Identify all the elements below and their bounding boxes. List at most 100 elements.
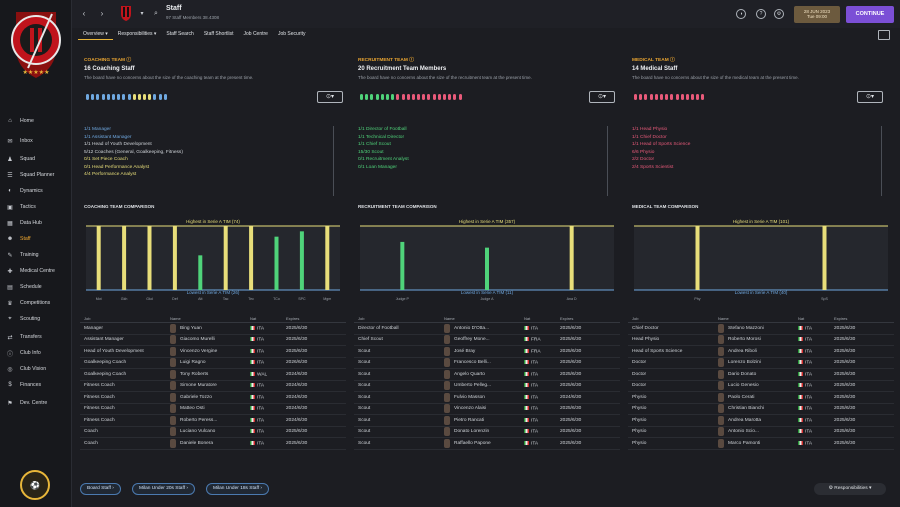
- bar-phy[interactable]: [695, 226, 700, 290]
- bar-tco[interactable]: [274, 236, 279, 290]
- role-line[interactable]: 0/1 Loan Manager: [358, 164, 397, 170]
- tab-responsibilities[interactable]: Responsibilities ▾: [117, 31, 157, 37]
- table-row[interactable]: Manager Bing Yuan ITA 2025/6/30: [80, 323, 346, 335]
- settings-icon[interactable]: ⚙: [774, 9, 784, 19]
- bar-judge-a[interactable]: [485, 247, 489, 290]
- role-line[interactable]: 15/30 Scout: [358, 149, 384, 155]
- table-row[interactable]: Head of Youth Development Vincenzo Vergi…: [80, 346, 346, 358]
- sidebar-item-training[interactable]: ✎ Training: [0, 248, 72, 262]
- staff-dot[interactable]: [639, 94, 643, 100]
- name-cell[interactable]: Dario Donato: [728, 371, 757, 377]
- u18-staff-button[interactable]: Milan Under 18s Staff ›: [206, 483, 269, 495]
- staff-dot[interactable]: [665, 94, 669, 100]
- name-cell[interactable]: Tony Roberts: [180, 371, 209, 377]
- staff-dot[interactable]: [111, 94, 115, 100]
- board-staff-button[interactable]: Board Staff ›: [80, 483, 121, 495]
- staff-dot[interactable]: [437, 94, 441, 100]
- table-row[interactable]: Head of Sports Science Andrea Riboli ITA…: [628, 346, 894, 358]
- col-nat[interactable]: Nat: [250, 315, 257, 321]
- name-cell[interactable]: Gabriele Tozzo: [180, 394, 212, 400]
- staff-dot[interactable]: [360, 94, 363, 100]
- info-icon[interactable]: ⓘ: [126, 58, 132, 63]
- role-line[interactable]: 2/4 Sports Scientist: [632, 164, 674, 170]
- sidebar-item-tactics[interactable]: ▣ Tactics: [0, 200, 72, 214]
- name-cell[interactable]: Geoffrey Mone...: [454, 337, 490, 343]
- staff-dot[interactable]: [96, 94, 100, 100]
- staff-dot[interactable]: [385, 94, 389, 100]
- continue-button[interactable]: CONTINUE: [846, 6, 894, 23]
- role-line[interactable]: 0/1 Set Piece Coach: [84, 157, 128, 162]
- name-cell[interactable]: Umberto Pelleg...: [454, 383, 492, 389]
- name-cell[interactable]: Christian Bianchi: [728, 406, 764, 412]
- sidebar-item-home[interactable]: ⌂ Home: [0, 114, 72, 128]
- staff-dot[interactable]: [143, 94, 147, 100]
- staff-dot[interactable]: [101, 94, 105, 100]
- table-row[interactable]: Director of Football Antonio D'Otta... I…: [354, 323, 620, 335]
- name-cell[interactable]: Daniele Bonera: [180, 440, 214, 446]
- staff-dot[interactable]: [691, 94, 695, 100]
- staff-dot[interactable]: [127, 94, 131, 100]
- staff-dot[interactable]: [106, 94, 110, 100]
- col-expires[interactable]: Expires: [286, 315, 300, 321]
- tab-staff-search[interactable]: Staff Search: [166, 31, 194, 37]
- role-line[interactable]: 4/4 Performance Analyst: [84, 172, 137, 177]
- staff-filter-dropdown[interactable]: ⊙▾: [857, 91, 883, 103]
- role-line[interactable]: 5/12 Coaches (General, Goalkeeping, Fitn…: [84, 149, 183, 155]
- name-cell[interactable]: Lorenzo Bolzini: [728, 360, 761, 366]
- tab-overview[interactable]: Overview ▾: [78, 28, 113, 40]
- name-cell[interactable]: Paolo Cerati: [728, 394, 755, 400]
- name-cell[interactable]: Francesco Belli...: [454, 360, 491, 366]
- role-line[interactable]: 6/6 Physio: [632, 149, 655, 155]
- name-cell[interactable]: Roberto Morosi: [728, 337, 761, 343]
- table-row[interactable]: Fitness Coach Simone Muratore ITA 2024/6…: [80, 381, 346, 392]
- col-expires[interactable]: Expires: [834, 315, 848, 321]
- col-nat[interactable]: Nat: [798, 315, 805, 321]
- name-cell[interactable]: Andrea Marotta: [728, 417, 762, 423]
- staff-dot[interactable]: [427, 94, 431, 100]
- table-row[interactable]: Physio Antonio Scio... ITA 2025/6/30: [628, 427, 894, 438]
- name-cell[interactable]: Simone Muratore: [180, 383, 217, 389]
- forward-button[interactable]: ›: [100, 9, 104, 18]
- staff-dot[interactable]: [644, 94, 648, 100]
- staff-dot[interactable]: [685, 94, 689, 100]
- staff-dot[interactable]: [649, 94, 653, 100]
- table-row[interactable]: Physio Andrea Marotta ITA 2025/6/30: [628, 415, 894, 427]
- staff-dot[interactable]: [432, 94, 436, 100]
- staff-dot[interactable]: [122, 94, 126, 100]
- staff-dot[interactable]: [453, 94, 457, 100]
- staff-dot[interactable]: [654, 94, 658, 100]
- sidebar-item-dynamics[interactable]: ◐ Dynamics: [0, 184, 72, 198]
- sidebar-item-finances[interactable]: $ Finances: [0, 378, 72, 392]
- staff-dot[interactable]: [659, 94, 663, 100]
- tab-job-centre[interactable]: Job Centre: [243, 31, 268, 37]
- message-icon[interactable]: [878, 30, 890, 40]
- table-row[interactable]: Scout Fulvio Masson ITA 2024/6/30: [354, 392, 620, 404]
- staff-filter-dropdown[interactable]: ⊙▾: [589, 91, 615, 103]
- table-row[interactable]: Scout Francesco Belli... ITA 2025/6/30: [354, 358, 620, 369]
- bar-mot[interactable]: [96, 226, 101, 290]
- staff-dot[interactable]: [370, 94, 374, 100]
- name-cell[interactable]: Andrea Riboli: [728, 348, 757, 354]
- table-row[interactable]: Physio Marco Pamonti ITA 2025/6/30: [628, 438, 894, 450]
- bar-def[interactable]: [172, 226, 177, 290]
- staff-dot[interactable]: [391, 94, 395, 100]
- staff-dot[interactable]: [375, 94, 379, 100]
- info-icon[interactable]: ?: [756, 9, 766, 19]
- staff-dot[interactable]: [380, 94, 384, 100]
- name-cell[interactable]: Luigi Ragno: [180, 360, 206, 366]
- name-cell[interactable]: Antonio Scio...: [728, 429, 759, 435]
- table-row[interactable]: Scout Donato Lorenzin ITA 2025/6/30: [354, 427, 620, 438]
- name-cell[interactable]: Angelo Quarto: [454, 371, 485, 377]
- bar-att[interactable]: [198, 255, 203, 290]
- col-job[interactable]: Job: [84, 315, 91, 321]
- bar-judge-p[interactable]: [400, 241, 405, 290]
- table-row[interactable]: Chief Scout Geoffrey Mone... FRA 2025/6/…: [354, 335, 620, 346]
- col-name[interactable]: Name: [170, 315, 181, 321]
- back-button[interactable]: ‹: [82, 9, 86, 18]
- staff-dot[interactable]: [91, 94, 95, 100]
- info-icon[interactable]: ⓘ: [409, 58, 414, 63]
- col-name[interactable]: Name: [444, 315, 455, 321]
- name-cell[interactable]: Matteo Osti: [180, 406, 205, 412]
- table-row[interactable]: Doctor Lucio Genesio ITA 2025/6/30: [628, 381, 894, 392]
- staff-dot[interactable]: [365, 94, 369, 100]
